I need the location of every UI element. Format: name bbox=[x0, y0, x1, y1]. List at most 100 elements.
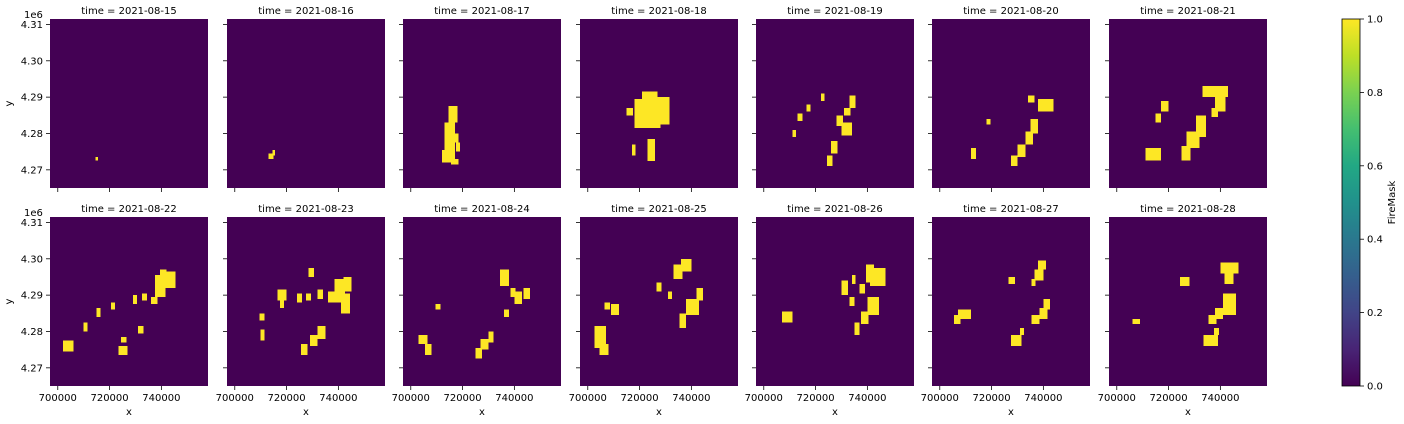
fire-cell bbox=[448, 106, 458, 123]
x-tick-label: 740000 bbox=[495, 393, 533, 404]
facet-panel: time = 2021-08-23 700000 720000 740000 x bbox=[216, 204, 385, 418]
panel-background bbox=[756, 217, 914, 386]
fire-cell bbox=[160, 269, 167, 288]
fire-cell bbox=[272, 149, 275, 156]
facet-title: time = 2021-08-23 bbox=[258, 204, 353, 215]
x-axis-label: x bbox=[479, 407, 485, 418]
facet-title: time = 2021-08-20 bbox=[963, 6, 1058, 17]
y-tick-label: 4.30 bbox=[21, 254, 43, 265]
fire-cell bbox=[841, 280, 848, 296]
panel-background bbox=[227, 19, 385, 188]
fire-cell bbox=[827, 155, 833, 167]
facet-panel: time = 2021-08-18 bbox=[576, 6, 738, 192]
facet-title: time = 2021-08-18 bbox=[611, 6, 706, 17]
fire-cell bbox=[1220, 262, 1239, 274]
x-tick-label: 700000 bbox=[39, 393, 77, 404]
fire-cell bbox=[488, 331, 494, 343]
fire-cells bbox=[970, 95, 1054, 167]
fire-cell bbox=[860, 311, 869, 325]
facet-panel: time = 2021-08-16 bbox=[223, 6, 385, 192]
fire-cell bbox=[317, 289, 323, 299]
fire-cell bbox=[1208, 315, 1217, 325]
fire-cell bbox=[1038, 260, 1046, 270]
y-tick-label: 4.29 bbox=[21, 291, 43, 302]
fire-cell bbox=[1031, 315, 1040, 325]
x-tick-label: 720000 bbox=[267, 393, 305, 404]
fire-cell bbox=[970, 148, 977, 159]
fire-cell bbox=[296, 293, 303, 303]
y-tick-label: 4.28 bbox=[21, 327, 43, 338]
facet-title: time = 2021-08-27 bbox=[963, 204, 1058, 215]
fire-cell bbox=[1195, 115, 1207, 138]
y-tick-label: 4.27 bbox=[21, 363, 43, 374]
fire-cell bbox=[1011, 155, 1018, 167]
fire-cells bbox=[954, 260, 1050, 347]
fire-cell bbox=[1027, 95, 1035, 103]
fire-cell bbox=[504, 309, 510, 317]
x-tick-label: 740000 bbox=[142, 393, 180, 404]
x-tick-label: 720000 bbox=[796, 393, 834, 404]
fire-cell bbox=[849, 95, 856, 109]
fire-cell bbox=[1025, 131, 1034, 145]
fire-cell bbox=[668, 291, 672, 299]
fire-cell bbox=[1011, 335, 1022, 347]
fire-cell bbox=[849, 296, 855, 307]
fire-cell bbox=[866, 264, 874, 283]
fire-cell bbox=[110, 302, 115, 310]
panel-background bbox=[932, 217, 1090, 386]
panel-background bbox=[1109, 19, 1267, 188]
fire-cell bbox=[340, 293, 351, 314]
y-tick-label: 4.31 bbox=[21, 20, 43, 31]
fire-cell bbox=[604, 302, 610, 310]
facet-panel: time = 2021-08-24 700000 720000 740000 x bbox=[392, 204, 561, 418]
fire-cell bbox=[514, 291, 523, 305]
facet-panel: time = 2021-08-27 700000 720000 740000 x bbox=[921, 204, 1090, 418]
fire-cells bbox=[626, 91, 670, 161]
fire-cell bbox=[1132, 318, 1141, 325]
fire-cell bbox=[435, 304, 441, 310]
fire-cell bbox=[1224, 271, 1234, 285]
x-tick-label: 740000 bbox=[1201, 393, 1239, 404]
panel-background bbox=[227, 217, 385, 386]
fire-cell bbox=[141, 293, 148, 301]
facet-title: time = 2021-08-24 bbox=[434, 204, 529, 215]
fire-cell bbox=[259, 313, 265, 321]
fire-cell bbox=[418, 335, 428, 345]
x-axis-label: x bbox=[656, 407, 662, 418]
fire-cell bbox=[647, 138, 656, 161]
fire-cell bbox=[986, 118, 991, 125]
y-tick-label: 4.31 bbox=[21, 218, 43, 229]
fire-cell bbox=[95, 157, 98, 161]
x-axis-label: x bbox=[832, 407, 838, 418]
facet-panel: time = 2021-08-15 4.27 4.28 4.29 4.30 4.311e6… bbox=[4, 6, 208, 192]
colorbar-tick-label: 0.6 bbox=[1367, 161, 1383, 172]
y-tick-label: 4.29 bbox=[21, 93, 43, 104]
colorbar: 0.0 0.2 0.4 0.6 0.8 1.0 FireMask bbox=[1341, 15, 1398, 393]
fire-cell bbox=[343, 276, 352, 292]
x-tick-label: 720000 bbox=[620, 393, 658, 404]
fire-cell bbox=[854, 322, 860, 336]
facet-title: time = 2021-08-25 bbox=[611, 204, 706, 215]
fire-cell bbox=[1215, 95, 1226, 112]
y-tick-label: 4.30 bbox=[21, 56, 43, 67]
fire-cells bbox=[441, 106, 460, 165]
fire-cell bbox=[859, 284, 865, 294]
x-tick-label: 740000 bbox=[1024, 393, 1062, 404]
x-tick-label: 700000 bbox=[216, 393, 254, 404]
fire-cell bbox=[611, 304, 619, 316]
x-tick-label: 700000 bbox=[921, 393, 959, 404]
colorbar-tick-label: 0.0 bbox=[1367, 382, 1383, 393]
facet-panel: time = 2021-08-21 bbox=[1105, 6, 1267, 192]
x-axis-label: x bbox=[1185, 407, 1191, 418]
y-axis-label: y bbox=[4, 298, 15, 304]
fire-cell bbox=[836, 115, 843, 127]
fire-cell bbox=[1228, 293, 1236, 307]
fire-cells bbox=[62, 269, 176, 356]
y-axis-label: y bbox=[4, 100, 15, 106]
facet-title: time = 2021-08-21 bbox=[1140, 6, 1235, 17]
fire-cell bbox=[268, 153, 274, 159]
facet-panel: time = 2021-08-25 700000 720000 740000 x bbox=[569, 204, 738, 418]
fire-cell bbox=[1181, 146, 1191, 161]
fire-cell bbox=[1020, 327, 1024, 336]
colorbar-gradient bbox=[1341, 18, 1361, 387]
